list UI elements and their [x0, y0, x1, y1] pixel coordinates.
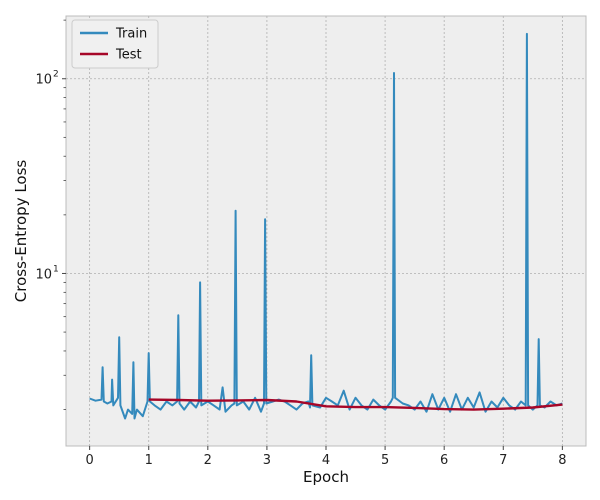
x-tick-label: 6 [440, 453, 448, 468]
y-tick-exponent: 1 [53, 264, 59, 274]
y-axis-label: Cross-Entropy Loss [12, 160, 30, 303]
y-tick-label: 10 [35, 267, 52, 282]
series-line-train [89, 32, 563, 420]
x-tick-label: 5 [381, 453, 389, 468]
legend: Train Test [71, 19, 159, 69]
x-tick-label: 7 [499, 453, 507, 468]
x-tick-label: 8 [558, 453, 566, 468]
x-tick-label: 2 [204, 453, 212, 468]
plot-area [65, 15, 587, 447]
grid [66, 16, 586, 446]
series-layer [89, 32, 563, 420]
x-tick-label: 4 [322, 453, 330, 468]
series-line-test [148, 398, 563, 411]
x-tick-label: 0 [85, 453, 93, 468]
legend-label-train: Train [115, 27, 147, 42]
legend-label-test: Test [115, 48, 142, 63]
x-tick-label: 1 [145, 453, 153, 468]
x-axis-label: Epoch [303, 468, 349, 486]
x-tick-label: 3 [263, 453, 271, 468]
y-tick-exponent: 2 [53, 70, 59, 80]
y-tick-label: 10 [35, 73, 52, 88]
